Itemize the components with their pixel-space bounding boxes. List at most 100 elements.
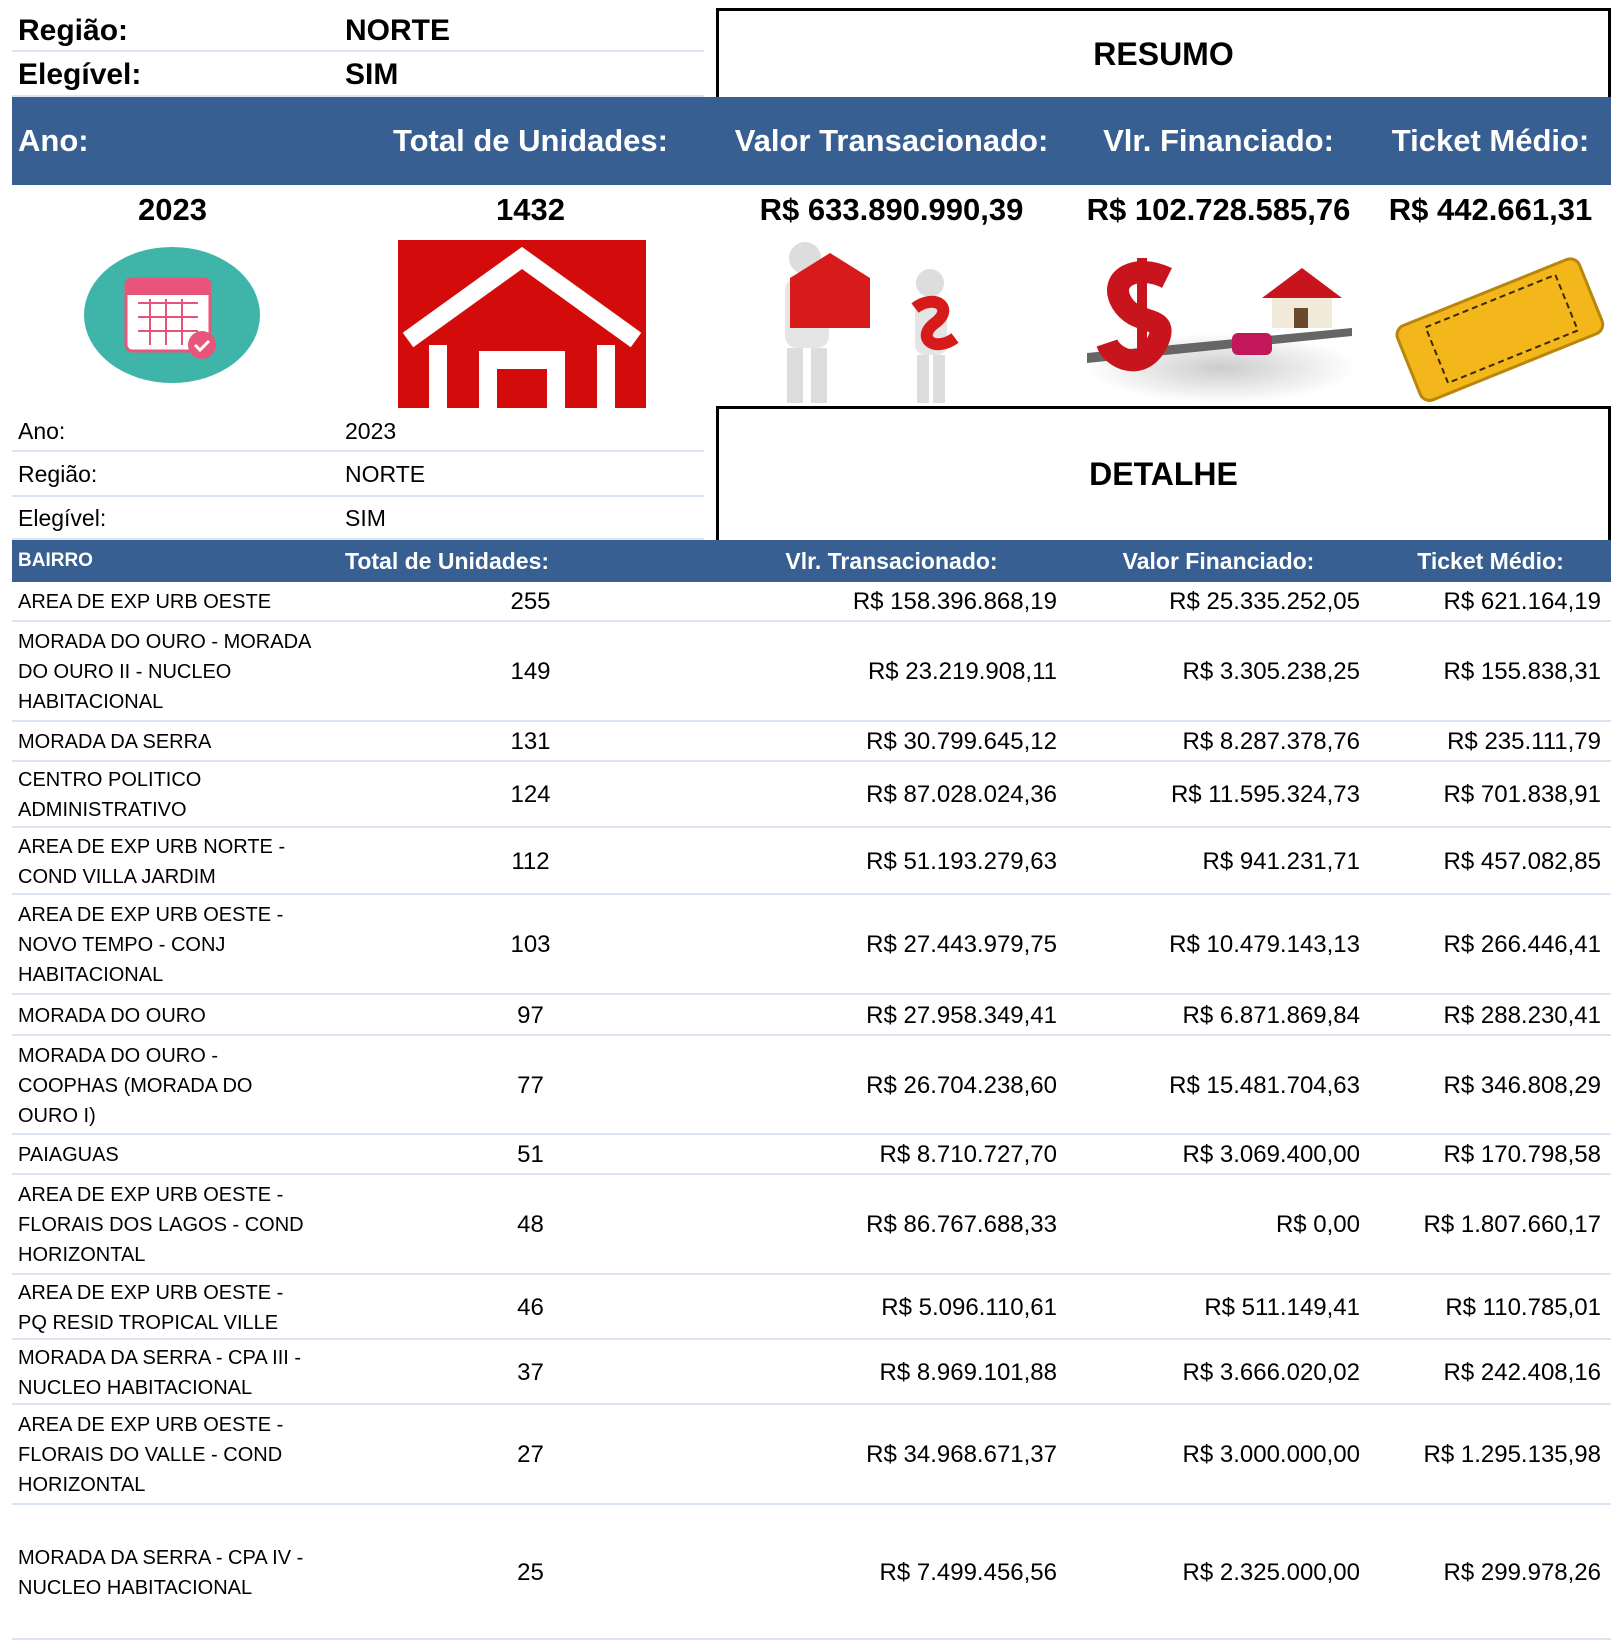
- resumo-header-cell: Vlr. Financiado:: [1103, 123, 1334, 158]
- table-cell: R$ 0,00: [1275, 1211, 1360, 1238]
- table-cell: R$ 3.305.238,25: [1182, 658, 1360, 685]
- table-cell: R$ 2.325.000,00: [1182, 1558, 1360, 1586]
- table-cell: R$ 1.807.660,17: [1423, 1211, 1601, 1238]
- bairro-name: PAIAGUAS: [18, 1144, 119, 1166]
- filter-row: [12, 410, 704, 452]
- table-row: [12, 995, 1611, 1036]
- table-cell: 48: [517, 1211, 544, 1238]
- filter-value: SIM: [345, 505, 386, 531]
- table-cell: R$ 3.000.000,00: [1182, 1441, 1360, 1468]
- table-row: [12, 1505, 1611, 1640]
- table-cell: R$ 5.096.110,61: [881, 1293, 1057, 1321]
- bairro-name: MORADA DO OURO - COOPHAS (MORADA DO OURO…: [18, 1044, 253, 1127]
- table-row: [12, 1275, 1611, 1340]
- resumo-value: 1432: [496, 192, 565, 227]
- table-cell: R$ 170.798,58: [1443, 1141, 1601, 1168]
- bairro-name: AREA DE EXP URB OESTE - PQ RESID TROPICA…: [18, 1281, 284, 1334]
- table-cell: 46: [517, 1293, 544, 1321]
- bairro-name: MORADA DA SERRA - CPA III - NUCLEO HABIT…: [18, 1346, 302, 1399]
- filter-label: Região:: [18, 14, 129, 47]
- table-cell: 25: [517, 1558, 544, 1586]
- table-row: [12, 582, 1611, 622]
- bairro-name: CENTRO POLITICO ADMINISTRATIVO: [18, 769, 202, 821]
- filter-value: SIM: [345, 57, 399, 91]
- filter-row: [12, 497, 704, 540]
- table-cell: R$ 27.958.349,41: [866, 1001, 1057, 1029]
- ticket-icon: [1395, 257, 1605, 402]
- table-cell: R$ 346.808,29: [1443, 1071, 1601, 1099]
- bairro-name: AREA DE EXP URB OESTE - NOVO TEMPO - CON…: [18, 904, 284, 986]
- detalhe-title: DETALHE: [716, 406, 1611, 543]
- table-cell: 103: [510, 931, 551, 958]
- table-cell: R$ 15.481.704,63: [1169, 1071, 1360, 1099]
- table-cell: R$ 1.295.135,98: [1423, 1441, 1601, 1468]
- bairro-name: AREA DE EXP URB OESTE - FLORAIS DO VALLE…: [18, 1414, 284, 1496]
- resumo-header-cell: Valor Transacionado:: [734, 123, 1049, 158]
- table-row: [12, 1135, 1611, 1175]
- table-cell: R$ 8.969.101,88: [879, 1358, 1057, 1386]
- bairro-name: MORADA DO OURO - MORADA DO OURO II - NUC…: [18, 631, 311, 713]
- table-cell: R$ 7.499.456,56: [879, 1558, 1057, 1586]
- resumo-header-cell: Total de Unidades:: [392, 123, 668, 158]
- resumo-value: R$ 442.661,31: [1388, 192, 1593, 227]
- table-cell: 112: [511, 847, 550, 875]
- table-cell: R$ 266.446,41: [1443, 931, 1601, 958]
- table-row: [12, 828, 1611, 895]
- filter-row: [12, 452, 704, 497]
- table-cell: R$ 3.069.400,00: [1182, 1141, 1360, 1168]
- table-row: [12, 1175, 1611, 1275]
- table-row: [12, 1340, 1611, 1405]
- bairro-name: AREA DE EXP URB NORTE - COND VILLA JARDI…: [18, 835, 286, 888]
- filter-label: Elegível:: [18, 57, 142, 91]
- resumo-title: RESUMO: [716, 8, 1611, 100]
- table-cell: R$ 235.111,79: [1447, 728, 1601, 755]
- people-icon: [785, 242, 959, 403]
- table-cell: R$ 941.231,71: [1202, 847, 1360, 875]
- resumo-value: R$ 633.890.990,39: [759, 192, 1024, 227]
- table-cell: 124: [510, 781, 551, 808]
- resumo-header-cell: Ano:: [18, 123, 89, 158]
- house-icon: [398, 240, 646, 408]
- detalhe-header-cell: Valor Financiado:: [1122, 547, 1315, 574]
- filter-value: NORTE: [345, 461, 426, 487]
- table-cell: R$ 511.149,41: [1204, 1293, 1360, 1321]
- detalhe-header: [12, 540, 1611, 582]
- filter-label: Região:: [18, 461, 98, 487]
- table-cell: R$ 87.028.024,36: [866, 781, 1057, 808]
- detalhe-header-cell: Vlr. Transacionado:: [785, 547, 998, 574]
- table-cell: 51: [517, 1141, 544, 1168]
- table-cell: R$ 34.968.671,37: [866, 1441, 1057, 1468]
- table-cell: R$ 86.767.688,33: [866, 1211, 1057, 1238]
- filter-label: Elegível:: [18, 505, 107, 531]
- filter-row: [12, 52, 704, 97]
- resumo-header-cell: Ticket Médio:: [1391, 123, 1590, 158]
- table-cell: R$ 8.287.378,76: [1182, 728, 1360, 755]
- table-cell: 27: [517, 1441, 544, 1468]
- finance-icon: [1087, 258, 1357, 403]
- table-cell: 149: [510, 658, 551, 685]
- detalhe-header-cell: BAIRRO: [18, 550, 93, 571]
- table-cell: R$ 10.479.143,13: [1169, 931, 1360, 958]
- table-cell: R$ 110.785,01: [1445, 1293, 1601, 1321]
- table-cell: R$ 6.871.869,84: [1182, 1001, 1360, 1029]
- resumo-header: [12, 97, 1611, 185]
- table-row: [12, 622, 1611, 722]
- bairro-name: MORADA DA SERRA - CPA IV - NUCLEO HABITA…: [18, 1546, 304, 1599]
- table-cell: R$ 25.335.252,05: [1169, 588, 1360, 615]
- bairro-name: MORADA DO OURO: [18, 1004, 206, 1027]
- filter-row: [12, 10, 704, 52]
- table-cell: R$ 27.443.979,75: [866, 931, 1057, 958]
- filter-label: Ano:: [18, 417, 66, 444]
- table-cell: 255: [510, 588, 551, 615]
- resumo-value: R$ 102.728.585,76: [1086, 192, 1351, 227]
- filter-value: NORTE: [345, 14, 450, 47]
- table-cell: R$ 23.219.908,11: [867, 658, 1057, 685]
- table-cell: R$ 288.230,41: [1443, 1001, 1601, 1029]
- table-cell: R$ 621.164,19: [1443, 588, 1601, 615]
- table-row: [12, 762, 1611, 828]
- detalhe-header-cell: Ticket Médio:: [1417, 547, 1564, 574]
- table-cell: R$ 701.838,91: [1443, 781, 1601, 808]
- resumo-value: 2023: [138, 192, 207, 227]
- bairro-name: AREA DE EXP URB OESTE: [18, 591, 272, 613]
